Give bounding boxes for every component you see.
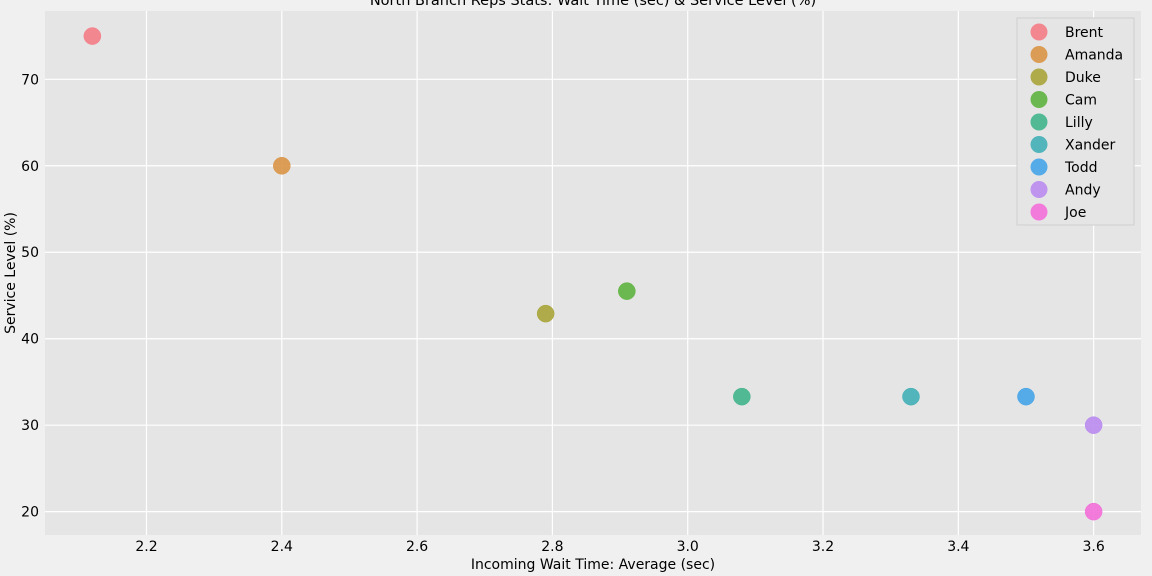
- y-tick-label: 20: [21, 505, 39, 521]
- data-point: [1084, 502, 1103, 521]
- data-point: [536, 304, 555, 323]
- legend-label: Lilly: [1065, 115, 1093, 131]
- grid: [45, 11, 1141, 535]
- data-points: [83, 27, 1103, 521]
- y-tick-label: 70: [21, 72, 39, 88]
- legend-marker: [1030, 68, 1048, 86]
- legend-label: Duke: [1065, 70, 1101, 86]
- y-tick-label: 40: [21, 332, 39, 348]
- y-tick-labels: 20 30 40 50 60 70: [21, 72, 39, 520]
- legend-marker: [1030, 136, 1048, 153]
- legend-marker: [1030, 46, 1048, 63]
- data-point: [83, 27, 102, 45]
- legend-label: Andy: [1065, 183, 1101, 199]
- x-tick-label: 2.4: [271, 539, 293, 555]
- legend-label: Joe: [1064, 205, 1086, 221]
- legend-label: Brent: [1065, 25, 1104, 41]
- x-axis-title: Incoming Wait Time: Average (sec): [471, 557, 715, 573]
- x-tick-label: 2.8: [541, 539, 563, 555]
- data-point: [902, 387, 920, 406]
- legend-marker: [1030, 181, 1048, 198]
- data-point: [733, 387, 751, 406]
- x-tick-label: 3.2: [812, 539, 834, 555]
- plot-area: [45, 11, 1141, 535]
- legend: Brent Amanda Duke Cam Lilly Xander Todd Andy Joe: [1016, 17, 1135, 226]
- x-tick-label: 2.6: [406, 539, 428, 555]
- data-point: [618, 282, 636, 300]
- y-tick-label: 60: [21, 159, 39, 175]
- legend-marker: [1030, 158, 1048, 176]
- legend-marker: [1030, 23, 1048, 41]
- legend-label: Todd: [1064, 160, 1098, 176]
- x-tick-label: 3.4: [947, 539, 969, 555]
- y-tick-label: 30: [21, 418, 39, 434]
- x-tick-label: 3.6: [1083, 539, 1105, 555]
- data-point: [1017, 387, 1035, 406]
- legend-label: Amanda: [1065, 48, 1123, 64]
- legend-marker: [1030, 203, 1048, 221]
- chart-title: North Branch Reps Stats: Wait Time (sec)…: [370, 0, 816, 9]
- legend-marker: [1030, 91, 1048, 108]
- legend-marker: [1030, 113, 1048, 131]
- y-axis-title: Service Level (%): [3, 212, 19, 334]
- data-point: [1084, 416, 1103, 434]
- data-point: [273, 157, 291, 175]
- x-tick-labels: 2.2 2.4 2.6 2.8 3.0 3.2 3.4 3.6: [135, 539, 1105, 555]
- legend-label: Xander: [1065, 138, 1116, 154]
- x-tick-label: 2.2: [135, 539, 157, 555]
- y-tick-label: 50: [21, 245, 39, 261]
- x-tick-label: 3.0: [677, 539, 699, 555]
- legend-label: Cam: [1065, 93, 1097, 109]
